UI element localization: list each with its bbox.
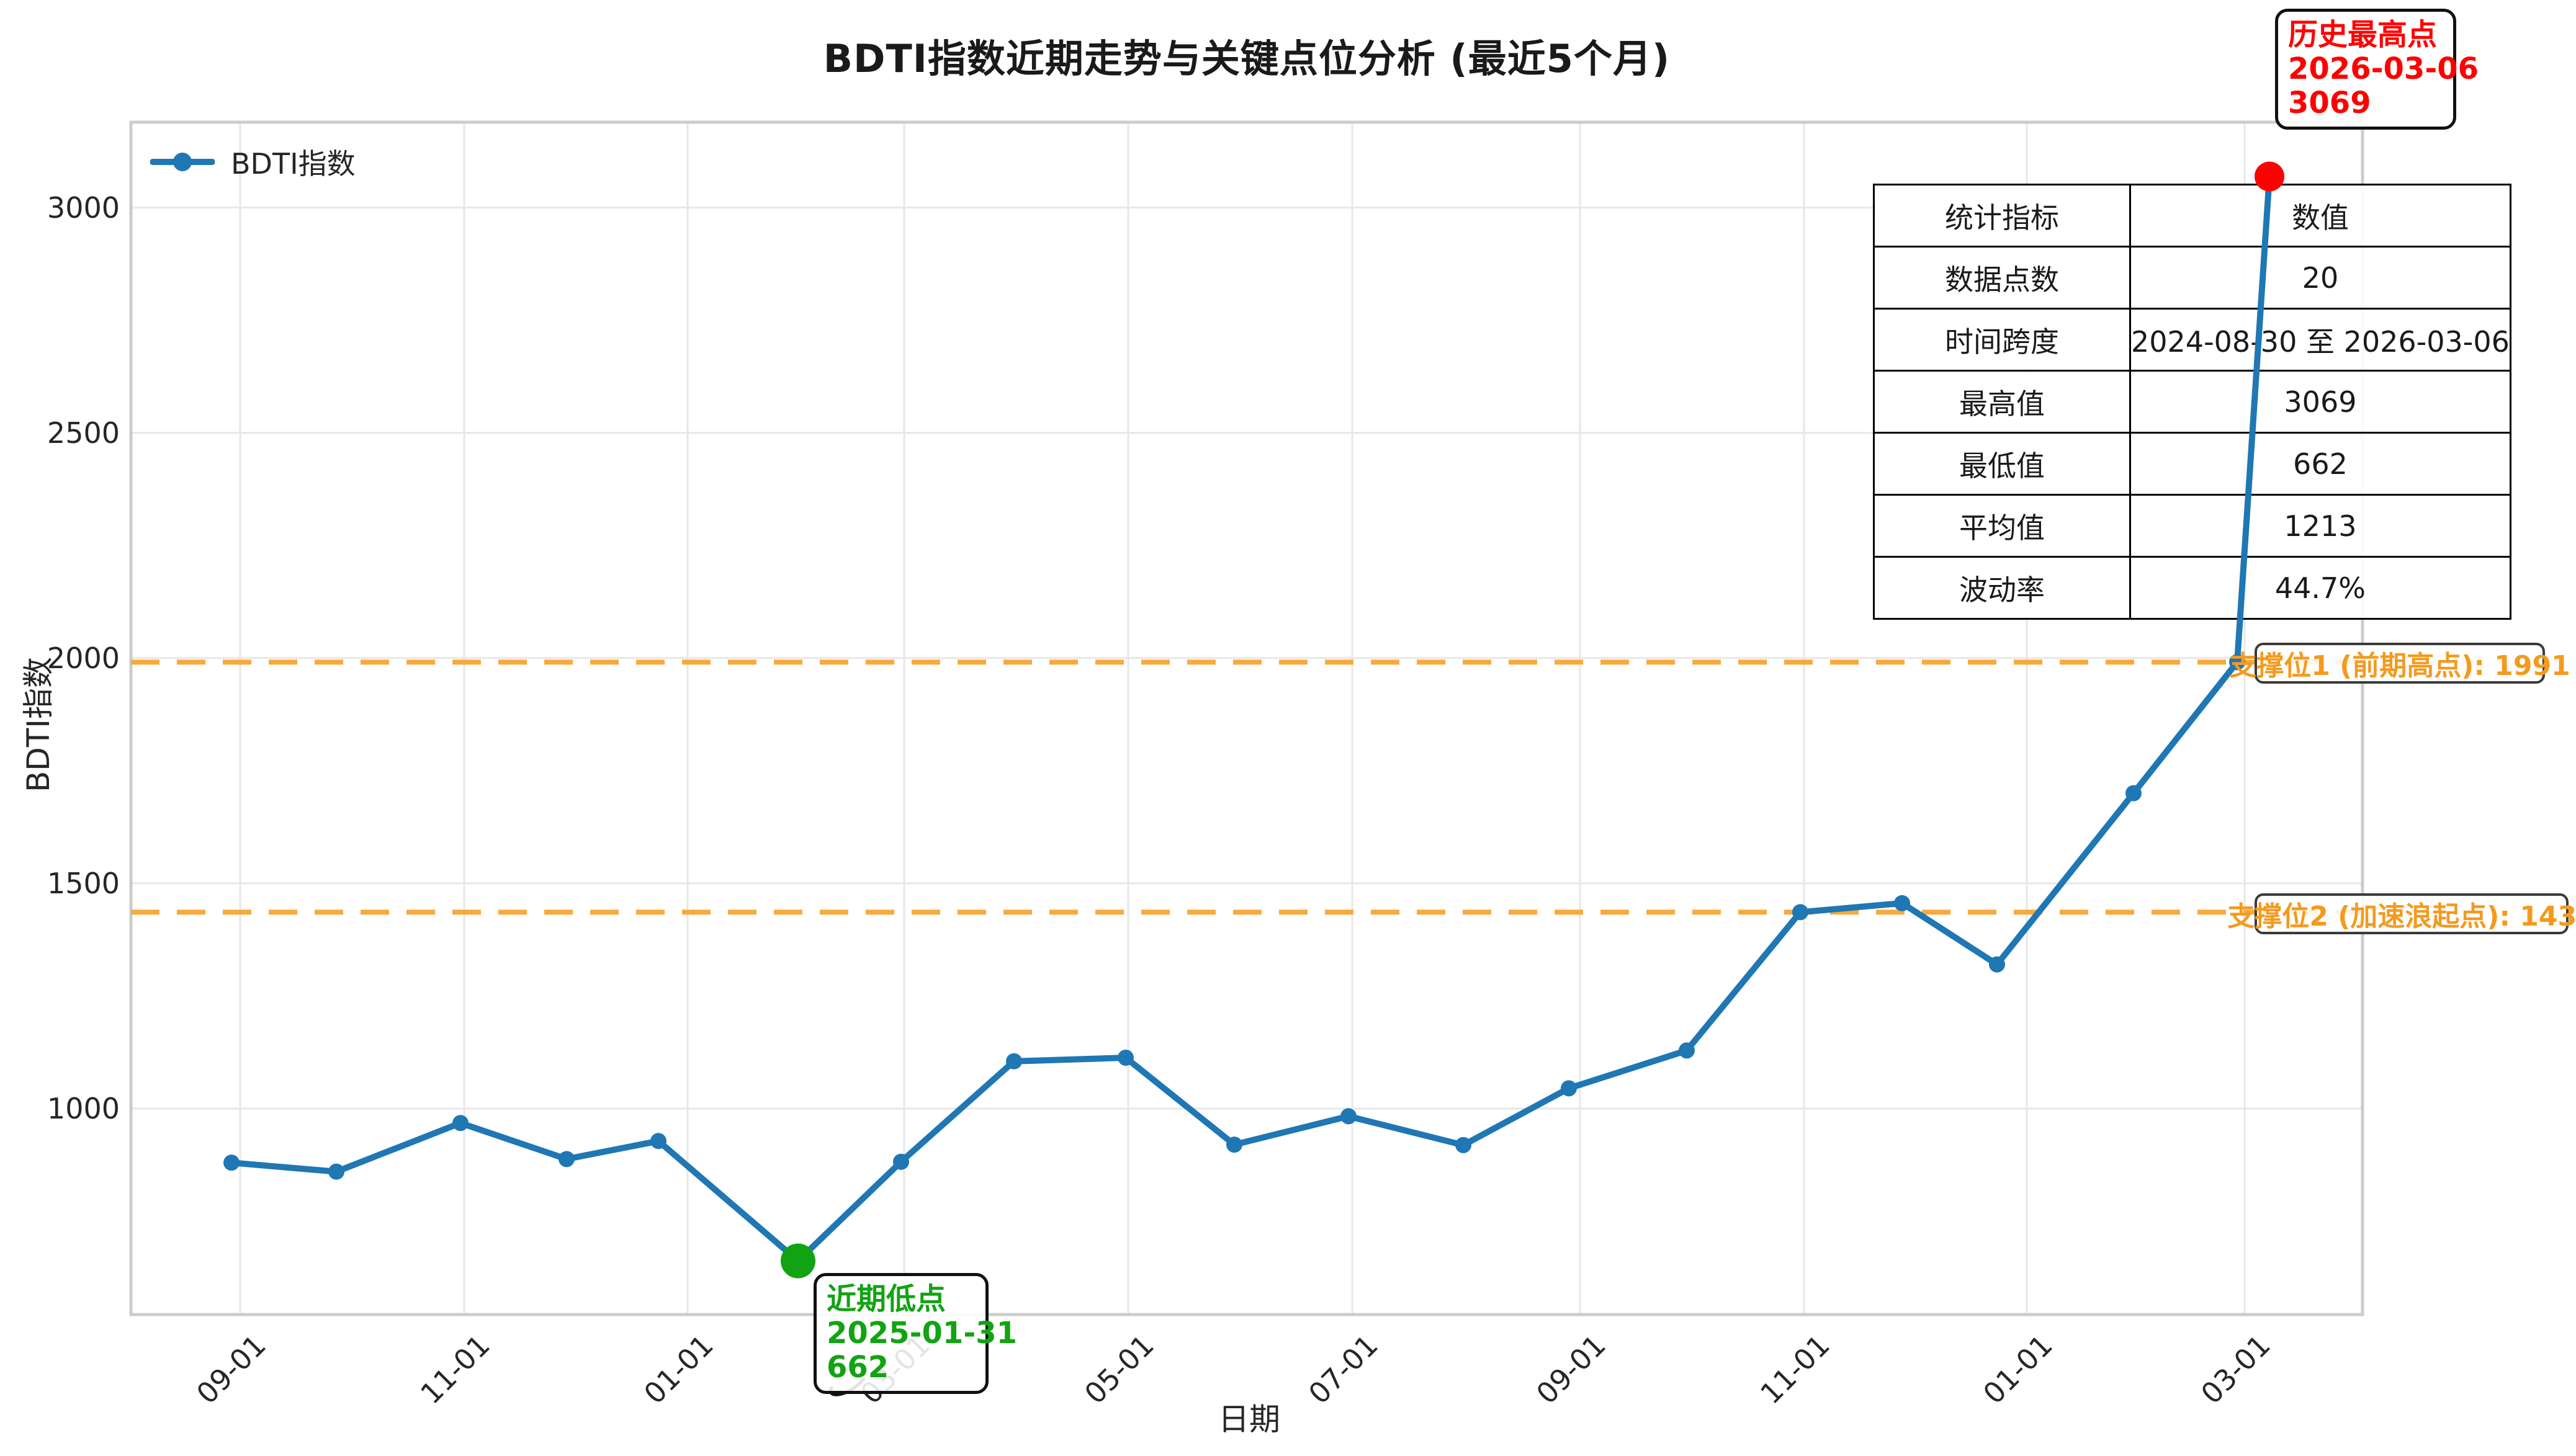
stats-table-row: 平均值 1213: [1873, 494, 2511, 558]
y-tick-label: 1000: [47, 1092, 120, 1125]
stats-table-row: 统计指标 数值: [1873, 184, 2511, 248]
y-tick-label: 1500: [47, 866, 120, 900]
stats-table-row: 时间跨度 2024-08-30 至 2026-03-06: [1873, 308, 2511, 372]
annotation-low-title: 近期低点: [827, 1282, 946, 1316]
legend-line-marker-icon: [150, 153, 215, 171]
annotation-historical-high: 历史最高点 2026-03-06 3069: [2275, 9, 2479, 130]
annotation-high-value: 3069: [2288, 86, 2371, 120]
support-level-2-label: 支撑位2 (加速浪起点): 1436: [2227, 893, 2576, 934]
stats-table-row: 最高值 3069: [1873, 370, 2511, 434]
support-level-1-label: 支撑位1 (前期高点): 1991: [2229, 643, 2570, 684]
annotation-high-title: 历史最高点: [2288, 17, 2438, 52]
low-point-marker: [781, 1243, 815, 1279]
annotation-low-date: 2025-01-31: [827, 1316, 1018, 1351]
stats-table-row: 数据点数 20: [1873, 246, 2511, 310]
stats-table-row: 最低值 662: [1873, 432, 2511, 496]
annotation-high-date: 2026-03-06: [2288, 51, 2479, 86]
legend-label: BDTI指数: [231, 147, 356, 181]
annotation-low-value: 662: [827, 1350, 889, 1385]
stats-table-row: 波动率 44.7%: [1873, 556, 2511, 620]
legend: BDTI指数: [150, 141, 356, 182]
y-tick-label: 2000: [47, 641, 120, 675]
x-axis-label: 日期: [1218, 1401, 1280, 1437]
y-tick-label: 2500: [47, 416, 120, 450]
chart-title: BDTI指数近期走势与关键点位分析 (最近5个月): [823, 36, 1671, 81]
y-tick-label: 3000: [47, 190, 120, 225]
annotation-recent-low: 近期低点 2025-01-31 662: [814, 1273, 1018, 1394]
stats-table: 统计指标 数值 数据点数 20 时间跨度 2024-08-30 至 2026-03-06 最…: [1873, 184, 2511, 620]
